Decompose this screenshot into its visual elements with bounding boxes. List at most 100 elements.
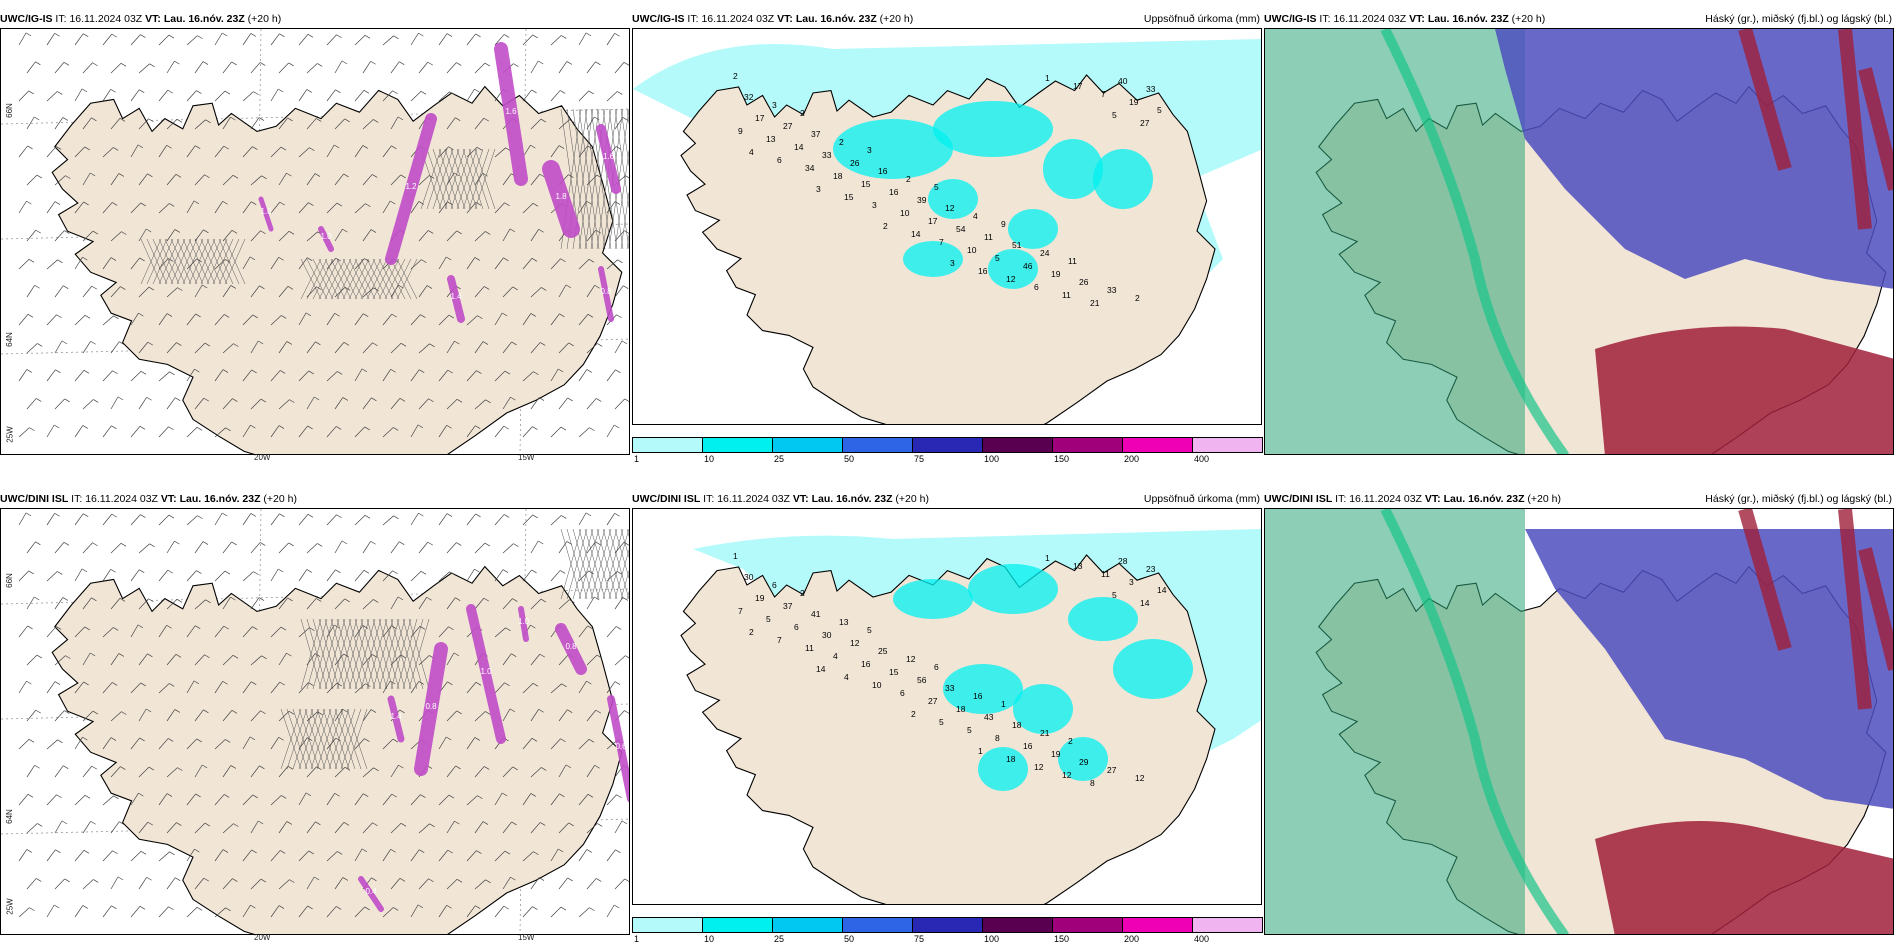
- precip-value-label: 7: [1101, 89, 1106, 99]
- vt-value: Lau. 16.nóv. 23Z: [795, 13, 877, 25]
- wind-barb-flag: [286, 821, 293, 825]
- precip-value-label: 3: [816, 184, 821, 194]
- wind-barb-flag: [111, 425, 117, 430]
- wind-barb: [354, 848, 363, 862]
- wind-barb-flag: [484, 766, 490, 770]
- wind-barb: [82, 765, 93, 778]
- wind-barb: [250, 597, 260, 610]
- precip-heavy-area: [1093, 149, 1153, 209]
- hatch-line: [590, 528, 612, 600]
- wind-barb: [222, 116, 231, 130]
- wind-barb: [110, 118, 121, 130]
- hatch-line: [626, 591, 629, 600]
- panel-clouds-ig-is: UWC/IG-IS IT: 16.11.2024 03Z VT: Lau. 16…: [1264, 10, 1894, 465]
- wind-barb-flag: [558, 848, 564, 853]
- wind-barb: [362, 822, 373, 834]
- precip-value-label: 33: [1107, 285, 1117, 295]
- wind-barb: [410, 424, 419, 438]
- cloud-map[interactable]: [1264, 28, 1894, 455]
- wind-barb-flag: [117, 876, 124, 881]
- colorbar-tick: 1: [634, 454, 640, 464]
- hatch-line: [194, 238, 216, 285]
- wind-barb: [270, 146, 282, 158]
- wind-barb-flag: [166, 144, 172, 149]
- wind-barb: [138, 118, 149, 130]
- wind-barb-flag: [390, 368, 396, 373]
- wind-barb-flag: [233, 343, 239, 347]
- wind-barb-flag: [54, 424, 60, 429]
- wind-barb-flag: [316, 286, 322, 291]
- hatch-line: [360, 258, 382, 300]
- wind-barb: [382, 35, 394, 46]
- wind-barb-flag: [64, 710, 70, 714]
- wind-barb-flag: [456, 230, 462, 235]
- wind-barb-flag: [417, 904, 424, 909]
- wind-gust-band: [387, 695, 405, 743]
- wind-barb: [194, 599, 206, 610]
- precip-map[interactable]: 2 2 3 5 9 11 2 3 2 2 4 24 33 32 37 16 12 51 26 33 27 26 39 11 19…: [632, 28, 1262, 425]
- wind-barb: [214, 32, 223, 46]
- it-value: 16.11.2024 03Z: [701, 13, 775, 25]
- wind-barb-flag: [168, 738, 174, 742]
- wind-barb-flag: [309, 147, 315, 151]
- wind-barb: [418, 655, 430, 666]
- wind-gust-band: [358, 876, 384, 912]
- wind-barb: [138, 286, 150, 298]
- wind-barb-flag: [373, 767, 379, 772]
- wind-barb-flag: [57, 739, 63, 744]
- wind-barb-flag: [540, 822, 546, 826]
- wind-barb: [82, 652, 91, 666]
- wind-barb: [74, 146, 85, 158]
- wind-map[interactable]: 1.0 0.8 0.8 0.6 0.4 1.0 1.4: [0, 508, 630, 935]
- wind-barb: [102, 257, 112, 270]
- wind-barb: [82, 172, 91, 186]
- wind-barb-flag: [233, 823, 239, 827]
- wind-barb-flag: [568, 342, 574, 347]
- wind-barb-flag: [614, 904, 620, 909]
- wind-barb: [194, 119, 206, 130]
- wind-barb: [242, 314, 253, 326]
- hatch-line: [322, 708, 344, 770]
- wind-barb: [474, 711, 486, 722]
- wind-barb: [446, 399, 458, 410]
- wind-barb-flag: [147, 653, 153, 658]
- wind-barb-flag: [420, 90, 427, 95]
- wind-barb-flag: [538, 708, 544, 713]
- precip-map[interactable]: 1 2 5 6 1 2 12 6 13 12 16 21 27 30 41 25 33 18 29 23 37 12 56 4…: [632, 508, 1262, 905]
- wind-barb: [222, 285, 232, 298]
- vt-label: VT:: [160, 493, 177, 505]
- wind-barb: [158, 514, 170, 526]
- precip-value-label: 8: [995, 733, 1000, 743]
- wind-barb-flag: [307, 737, 313, 741]
- wind-barb-flag: [363, 89, 370, 94]
- panel-precip-ig-is: UWC/IG-IS IT: 16.11.2024 03Z VT: Lau. 16…: [632, 10, 1263, 465]
- wind-barb: [362, 767, 374, 778]
- wind-barb: [522, 569, 532, 582]
- wind-barb-flag: [625, 175, 629, 179]
- wind-barb-flag: [117, 396, 124, 401]
- wind-barb: [278, 172, 287, 186]
- precip-value-label: 2: [883, 221, 888, 231]
- wind-barb-flag: [258, 597, 265, 601]
- wind-barb-flag: [446, 256, 452, 261]
- wind-barb-flag: [446, 904, 452, 909]
- precip-value-label: 11: [1062, 290, 1071, 300]
- hatch-line: [292, 708, 314, 770]
- wind-barb: [18, 427, 30, 438]
- wind-barb: [438, 33, 448, 46]
- wind-barb-flag: [111, 33, 117, 38]
- wind-barb-flag: [561, 515, 567, 519]
- wind-value-label: 0.8: [600, 287, 612, 296]
- wind-barb-flag: [540, 118, 547, 123]
- wind-barb-flag: [342, 397, 349, 401]
- wind-barb-flag: [510, 876, 516, 881]
- cloud-map[interactable]: [1264, 508, 1894, 935]
- wind-map[interactable]: 1.2 1.6 1.8 1.6 1.0 1.4 0.8 1.0: [0, 28, 630, 455]
- wind-barb: [270, 88, 279, 102]
- wind-barb-flag: [91, 597, 97, 602]
- wind-barb: [186, 680, 195, 694]
- wind-barb: [298, 905, 308, 918]
- wind-barb: [214, 907, 226, 918]
- wind-barb-flag: [278, 568, 284, 573]
- wind-barb-flag: [372, 342, 378, 347]
